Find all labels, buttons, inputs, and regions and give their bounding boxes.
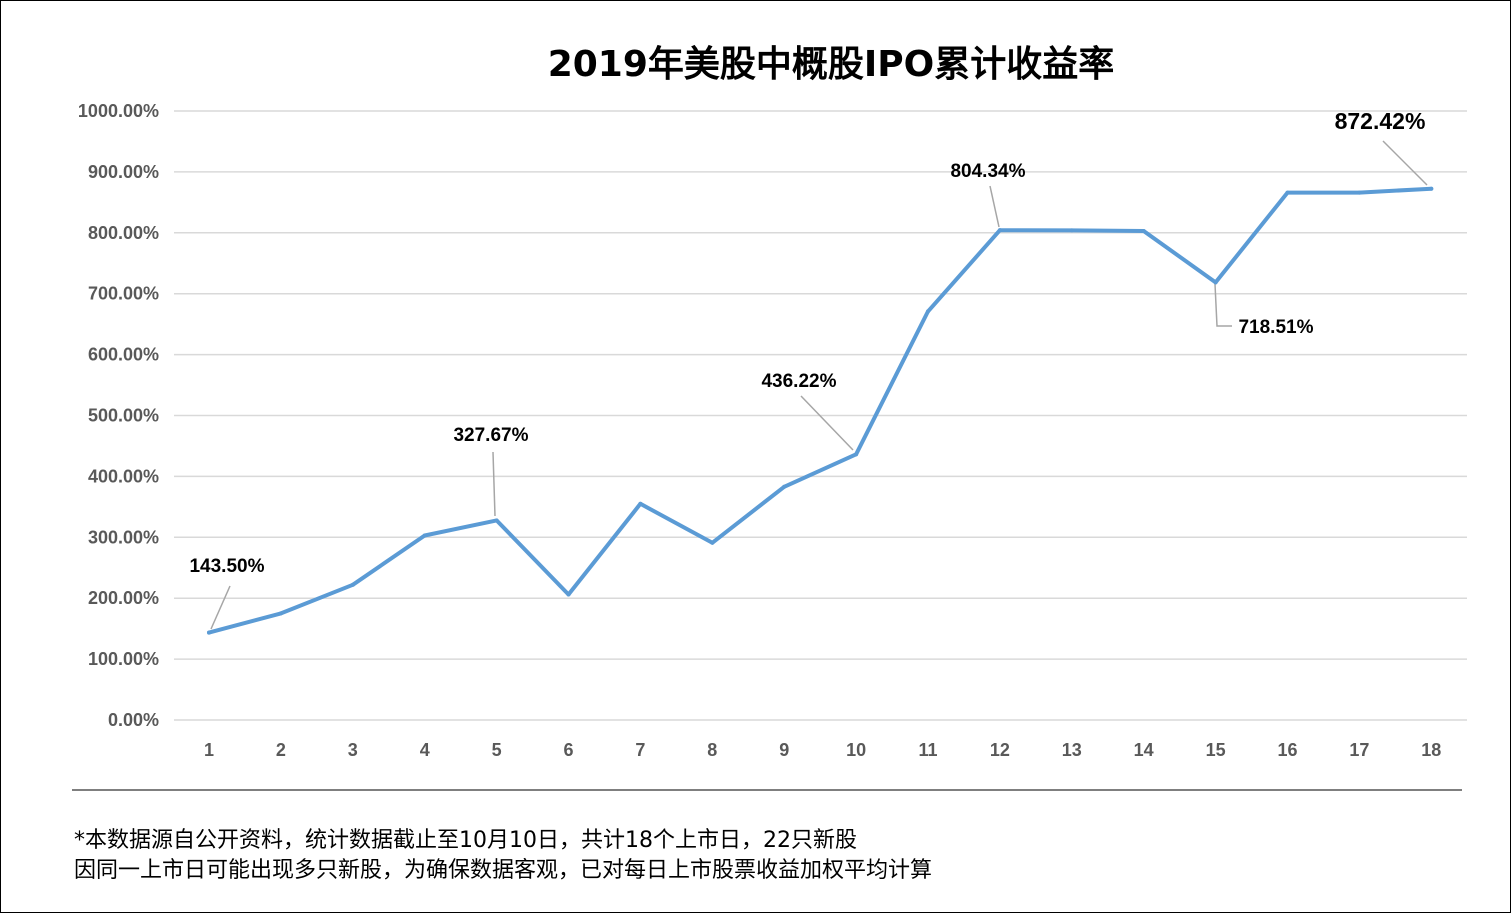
data-label: 872.42% <box>1335 108 1426 134</box>
data-point <box>278 611 283 616</box>
y-tick-label: 900.00% <box>88 162 159 182</box>
x-tick-label: 17 <box>1349 740 1369 760</box>
y-tick-label: 600.00% <box>88 345 159 365</box>
leader-line <box>210 585 231 630</box>
data-point <box>1357 190 1362 195</box>
x-tick-label: 12 <box>990 740 1010 760</box>
data-point <box>350 582 355 587</box>
data-point <box>1429 186 1434 191</box>
y-axis-ticks: 0.00% 100.00% 200.00% 300.00% 400.00% 500.00%… <box>78 101 159 730</box>
x-tick-label: 3 <box>348 740 358 760</box>
data-label: 436.22% <box>761 371 836 392</box>
y-tick-label: 100.00% <box>88 649 159 669</box>
leader-line <box>989 185 1000 228</box>
x-tick-label: 16 <box>1277 740 1297 760</box>
y-tick-label: 800.00% <box>88 223 159 243</box>
data-labels: 143.50% 327.67% 436.22% 804.34% 718.51% 872.4… <box>189 108 1425 577</box>
series-line <box>207 186 1434 635</box>
x-tick-label: 9 <box>779 740 789 760</box>
y-tick-label: 500.00% <box>88 406 159 426</box>
x-tick-label: 11 <box>918 740 937 760</box>
data-point <box>710 540 715 545</box>
y-tick-label: 0.00% <box>108 710 159 730</box>
x-tick-label: 5 <box>492 740 502 760</box>
x-tick-label: 4 <box>420 740 430 760</box>
x-tick-label: 10 <box>846 740 866 760</box>
data-point <box>207 630 211 635</box>
y-tick-label: 300.00% <box>88 527 159 547</box>
y-tick-label: 200.00% <box>88 588 159 608</box>
x-tick-label: 15 <box>1206 740 1226 760</box>
data-point <box>638 501 643 506</box>
y-tick-label: 400.00% <box>88 466 159 486</box>
data-point <box>1141 228 1146 233</box>
data-point <box>566 592 571 597</box>
label-leader-lines <box>210 140 1428 630</box>
data-label: 143.50% <box>189 556 264 577</box>
y-tick-label: 1000.00% <box>78 101 159 121</box>
leader-line <box>1214 283 1232 327</box>
x-tick-label: 18 <box>1421 740 1441 760</box>
data-label: 804.34% <box>950 161 1025 182</box>
footnote-line-1: *本数据源自公开资料，统计数据截止至10月10日，共计18个上市日，22只新股 <box>74 828 857 853</box>
data-point <box>782 484 787 489</box>
x-tick-label: 13 <box>1062 740 1082 760</box>
leader-line <box>800 395 854 451</box>
y-tick-label: 700.00% <box>88 284 159 304</box>
data-point <box>997 228 1002 233</box>
x-tick-label: 7 <box>635 740 645 760</box>
leader-line <box>492 451 496 517</box>
x-tick-label: 1 <box>204 740 214 760</box>
data-label: 327.67% <box>453 425 528 446</box>
x-tick-label: 6 <box>563 740 573 760</box>
gridlines <box>174 110 1467 721</box>
data-point <box>1213 280 1218 285</box>
x-axis-ticks: 1 2 3 4 5 6 7 8 9 10 11 12 13 14 15 16 17 18 <box>204 740 1441 760</box>
separator-line <box>72 789 1462 791</box>
data-point <box>854 452 859 457</box>
x-tick-label: 2 <box>276 740 286 760</box>
series-path <box>207 186 1434 635</box>
chart-title: 2019年美股中概股IPO累计收益率 <box>548 44 1115 85</box>
data-label: 718.51% <box>1238 317 1313 338</box>
x-tick-label: 8 <box>707 740 717 760</box>
data-point <box>1285 190 1290 195</box>
footnote-line-2: 因同一上市日可能出现多只新股，为确保数据客观，已对每日上市股票收益加权平均计算 <box>74 858 933 883</box>
data-point <box>494 518 499 523</box>
x-tick-label: 14 <box>1134 740 1154 760</box>
leader-line <box>1382 140 1428 186</box>
data-point <box>926 309 930 314</box>
data-point <box>422 533 427 538</box>
data-point <box>1069 228 1074 233</box>
